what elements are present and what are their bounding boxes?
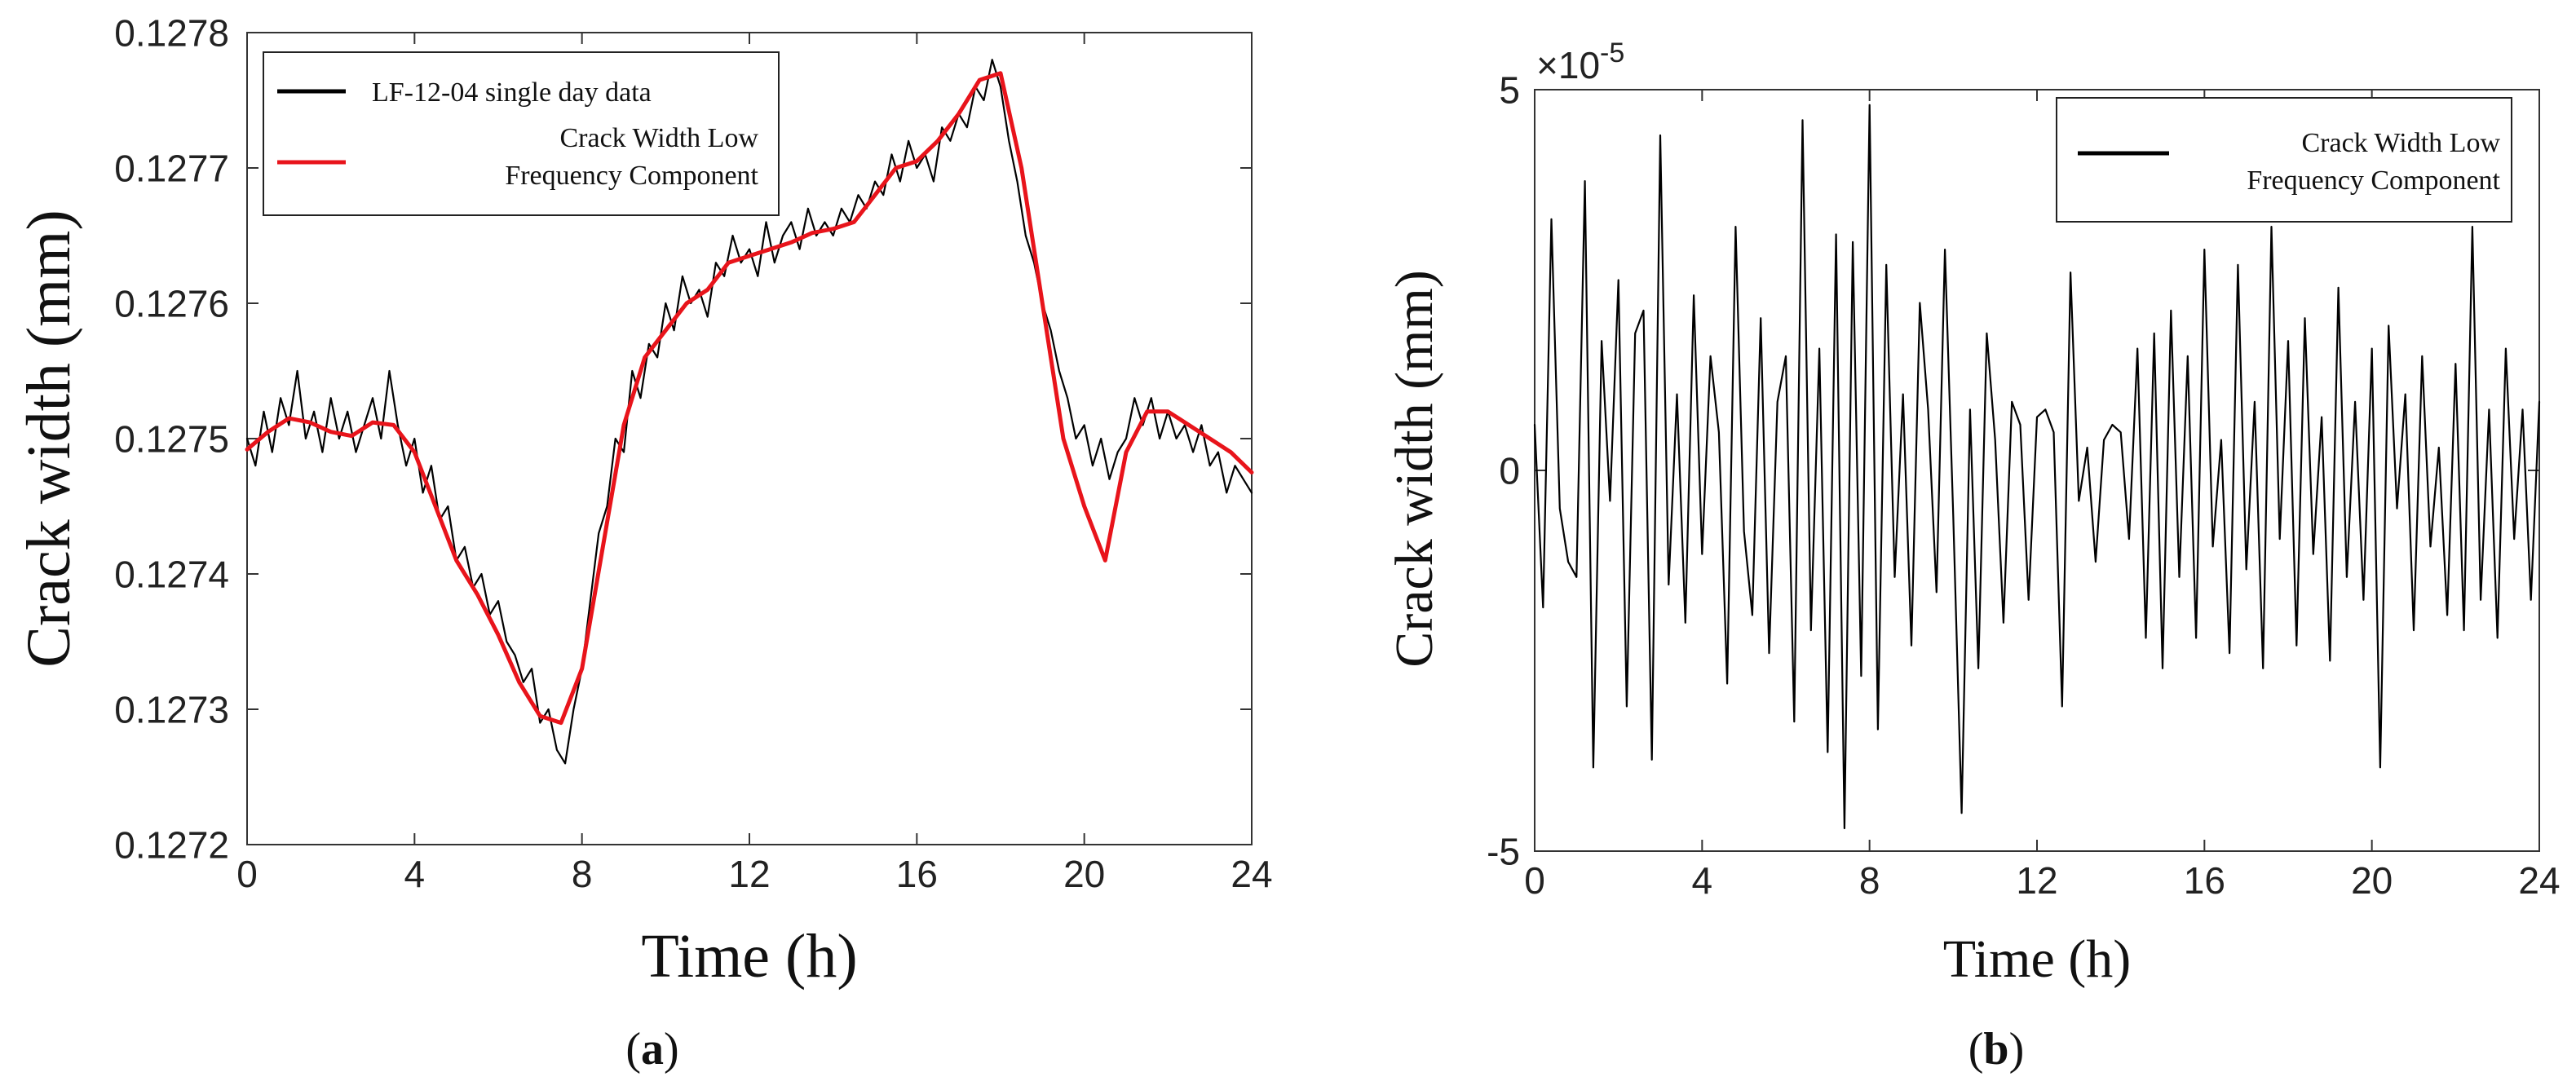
- panel-b-x-axis-label: Time (h): [1943, 929, 2131, 989]
- panel-a-y-tick-label: 0.1275: [114, 418, 229, 461]
- panel-b-x-tick-label: 0: [1524, 859, 1545, 902]
- panel-a-x-tick-label: 4: [404, 853, 426, 895]
- panel-a-legend-label-data: LF-12-04 single day data: [372, 77, 652, 108]
- panel-b-x-tick-label: 8: [1859, 859, 1880, 902]
- panel-a-caption: (a): [625, 1024, 678, 1075]
- panel-b-caption: (b): [1968, 1024, 2024, 1075]
- panel-a-series-line-1: [245, 71, 1254, 726]
- panel-b-series-lines: [1533, 104, 2541, 830]
- panel-b-legend-label: Crack Width Low Frequency Component: [2247, 128, 2500, 196]
- panel-a-y-tick-label: 0.1276: [114, 283, 229, 325]
- panel-a-legend-label-lowfreq: Crack Width Low Frequency Component: [505, 123, 758, 191]
- panel-a-y-tick-label: 0.1272: [114, 824, 229, 867]
- panel-b-x-tick-label: 4: [1692, 859, 1713, 902]
- legend-line-1: Crack Width Low: [559, 123, 758, 153]
- panel-b-legend-box: [2056, 97, 2512, 223]
- panel-a-x-tick-label: 12: [728, 853, 770, 895]
- panel-b-y-tick-label: 5: [1499, 69, 1520, 112]
- panel-a-axis-ticks: 0 4 8 12 16 20 24 0.1272 0.1273 0.1274 0.1275 0.127…: [114, 12, 1272, 895]
- panel-a-x-tick-label: 24: [1231, 853, 1272, 895]
- panel-b-axis-ticks: 0 4 8 12 16 20 24-505: [1487, 69, 2560, 902]
- panel-b-x-tick-label: 20: [2351, 859, 2393, 902]
- panel-b-y-tick-label: 0: [1499, 450, 1520, 492]
- panel-a: 0 4 8 12 16 20 24 0.1272 0.1273 0.1274 0.1275 0.127…: [15, 12, 1273, 1075]
- panel-a-x-axis-label: Time (h): [641, 922, 857, 991]
- panel-b-legend: Crack Width Low Frequency Component: [2056, 97, 2512, 223]
- panel-b-x-tick-label: 12: [2016, 859, 2057, 902]
- panel-a-y-tick-label: 0.1278: [114, 12, 229, 55]
- panel-a-legend-box: [263, 51, 780, 216]
- legend-line-1: Crack Width Low: [2301, 128, 2500, 158]
- panel-b-y-tick-label: -5: [1487, 831, 1520, 873]
- legend-line-2: Frequency Component: [2247, 165, 2500, 196]
- panel-a-y-tick-label: 0.1274: [114, 554, 229, 596]
- panel-b-x-tick-label: 24: [2518, 859, 2560, 902]
- panel-a-legend: LF-12-04 single day data Crack Width Low…: [263, 51, 780, 216]
- panel-a-x-tick-label: 0: [236, 853, 258, 895]
- panel-a-y-axis-label: Crack width (mm): [15, 210, 83, 667]
- legend-line-2: Frequency Component: [505, 161, 758, 191]
- panel-b-y-multiplier: ×10-5: [1536, 38, 1624, 86]
- panel-a-x-tick-label: 16: [896, 853, 938, 895]
- panel-a-x-tick-label: 20: [1063, 853, 1105, 895]
- panel-a-series-lines: [245, 59, 1254, 765]
- panel-a-x-tick-label: 8: [572, 853, 593, 895]
- panel-a-series-line-0: [245, 59, 1253, 765]
- panel-b-y-axis-label: Crack width (mm): [1385, 270, 1444, 668]
- panel-b-series-line-0: [1533, 104, 2541, 830]
- panel-b-x-tick-label: 16: [2184, 859, 2225, 902]
- panel-a-y-tick-label: 0.1273: [114, 689, 229, 731]
- panel-a-y-tick-label: 0.1277: [114, 148, 229, 190]
- panel-b: 0 4 8 12 16 20 24-505 ×10-5 Crack Width Low Fre…: [1385, 38, 2561, 1075]
